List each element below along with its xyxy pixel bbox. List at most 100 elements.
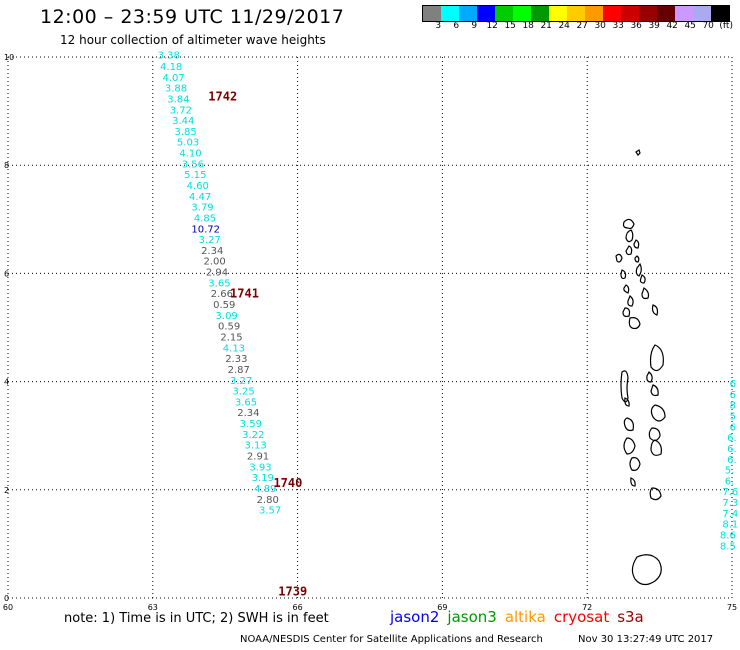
scale-label: 18: [522, 21, 534, 31]
wave-height-value: 2.34: [237, 408, 259, 419]
legend-item-jason2: jason2: [390, 608, 440, 626]
wave-height-value: 3.85: [175, 127, 197, 138]
x-tick-label: 60: [3, 603, 13, 612]
wave-height-value: 0.59: [213, 300, 235, 311]
wave-height-value: 5.15: [184, 170, 206, 181]
scale-swatch: [459, 6, 477, 21]
wave-height-value: 7.6: [722, 487, 738, 498]
wave-height-value: 8.5: [720, 541, 736, 552]
scale-swatch: [621, 6, 639, 21]
scale-label: 3: [435, 21, 442, 31]
wave-height-value: 6.: [727, 455, 737, 466]
wave-height-value: 8: [730, 401, 736, 412]
scale-label: 36: [630, 21, 642, 31]
wave-height-value: 3.09: [216, 311, 238, 322]
scale-label: 42: [666, 21, 678, 31]
scale-swatch: [585, 6, 603, 21]
wave-height-value: 2.15: [220, 332, 242, 343]
wave-height-value: 7.3: [722, 498, 738, 509]
wave-height-value: 6.: [727, 433, 737, 444]
scale-label: 39: [648, 21, 660, 31]
wave-height-value: 2.33: [225, 354, 247, 365]
wave-height-value: 6.: [725, 476, 735, 487]
legend-item-s3a: s3a: [617, 608, 644, 626]
scale-swatch: [441, 6, 459, 21]
scale-swatch: [477, 6, 495, 21]
y-tick-label: 4: [4, 378, 9, 387]
wave-height-value: 5.03: [177, 138, 199, 149]
scale-label: 24: [558, 21, 570, 31]
pass-time-label: 1740: [273, 476, 302, 490]
island-outline: [620, 370, 662, 586]
wave-height-value: 4.85: [194, 213, 216, 224]
scale-label: 33: [612, 21, 624, 31]
scale-swatch: [657, 6, 675, 21]
wave-height-value: 3.22: [242, 430, 264, 441]
wave-height-value: 3.27: [230, 376, 252, 387]
map-grid: [7, 56, 733, 599]
wave-height-value: 3.93: [249, 462, 271, 473]
wave-height-value: 6: [730, 379, 736, 390]
pass-time-label: 1741: [230, 287, 259, 301]
scale-label: 6: [453, 21, 460, 31]
scale-swatch: [531, 6, 549, 21]
x-tick-label: 69: [437, 603, 447, 612]
scale-swatch: [639, 6, 657, 21]
map-title: 12:00 – 23:59 UTC 11/29/2017: [40, 6, 345, 28]
y-tick-label: 6: [4, 269, 9, 278]
island-outline: [622, 284, 659, 330]
scale-label: 70: [702, 21, 714, 31]
wave-height-value: 3.56: [182, 159, 204, 170]
y-tick-label: 8: [4, 161, 9, 170]
scale-label: 45: [684, 21, 696, 31]
scale-swatch: [675, 6, 693, 21]
wave-height-value: 3.79: [191, 203, 213, 214]
x-tick-label: 66: [293, 603, 303, 612]
wave-height-value: 4.10: [179, 149, 201, 160]
legend-item-altika: altika: [504, 608, 546, 626]
scale-label: 27: [576, 21, 588, 31]
island-outline: [646, 344, 666, 501]
scale-swatch: [513, 6, 531, 21]
wave-height-value: 3.59: [240, 419, 262, 430]
wave-height-value: 4.89: [254, 484, 276, 495]
wave-height-value: 3.44: [172, 116, 194, 127]
wave-height-value: 5: [730, 411, 736, 422]
scale-label: 9: [471, 21, 478, 31]
wave-height-value: 3.65: [235, 397, 257, 408]
wave-height-value: 8.6: [720, 530, 736, 541]
scale-swatch: [567, 6, 585, 21]
y-tick-label: 0: [4, 594, 9, 603]
wave-height-value: 4.13: [223, 343, 245, 354]
wave-height-value: 7.4: [722, 509, 738, 520]
map-subtitle: 12 hour collection of altimeter wave hei…: [60, 33, 326, 47]
scale-swatch: [693, 6, 711, 21]
wave-height-value: 5.: [725, 466, 735, 477]
wave-height-value: 10.72: [191, 224, 220, 235]
wave-height-value: 4.07: [162, 73, 184, 84]
island-outline: [635, 149, 641, 156]
legend-item-cryosat: cryosat: [553, 608, 610, 626]
scale-label: (ft): [719, 21, 733, 31]
island-outline: [615, 218, 646, 284]
wave-height-value: 3.19: [252, 473, 274, 484]
altimeter-observations: 3.384.184.073.883.843.723.443.855.034.10…: [158, 51, 739, 553]
scale-label: 15: [504, 21, 516, 31]
wave-height-value: 3.38: [158, 51, 180, 62]
credit-line: NOAA/NESDIS Center for Satellite Applica…: [240, 634, 543, 645]
land-outlines: [615, 149, 666, 586]
scale-label: 12: [486, 21, 498, 31]
wave-height-value: 2.91: [247, 452, 269, 463]
wave-height-value: 6: [730, 390, 736, 401]
wave-height-value: 2.34: [201, 246, 223, 257]
scale-swatch: [423, 6, 441, 21]
scale-swatch: [711, 6, 729, 21]
scale-label: 30: [594, 21, 606, 31]
wave-height-color-scale: [422, 5, 730, 22]
wave-height-value: 4.18: [160, 62, 182, 73]
wave-height-value: 2.00: [203, 257, 225, 268]
wave-height-value: 4.47: [189, 192, 211, 203]
y-tick-label: 2: [4, 486, 9, 495]
